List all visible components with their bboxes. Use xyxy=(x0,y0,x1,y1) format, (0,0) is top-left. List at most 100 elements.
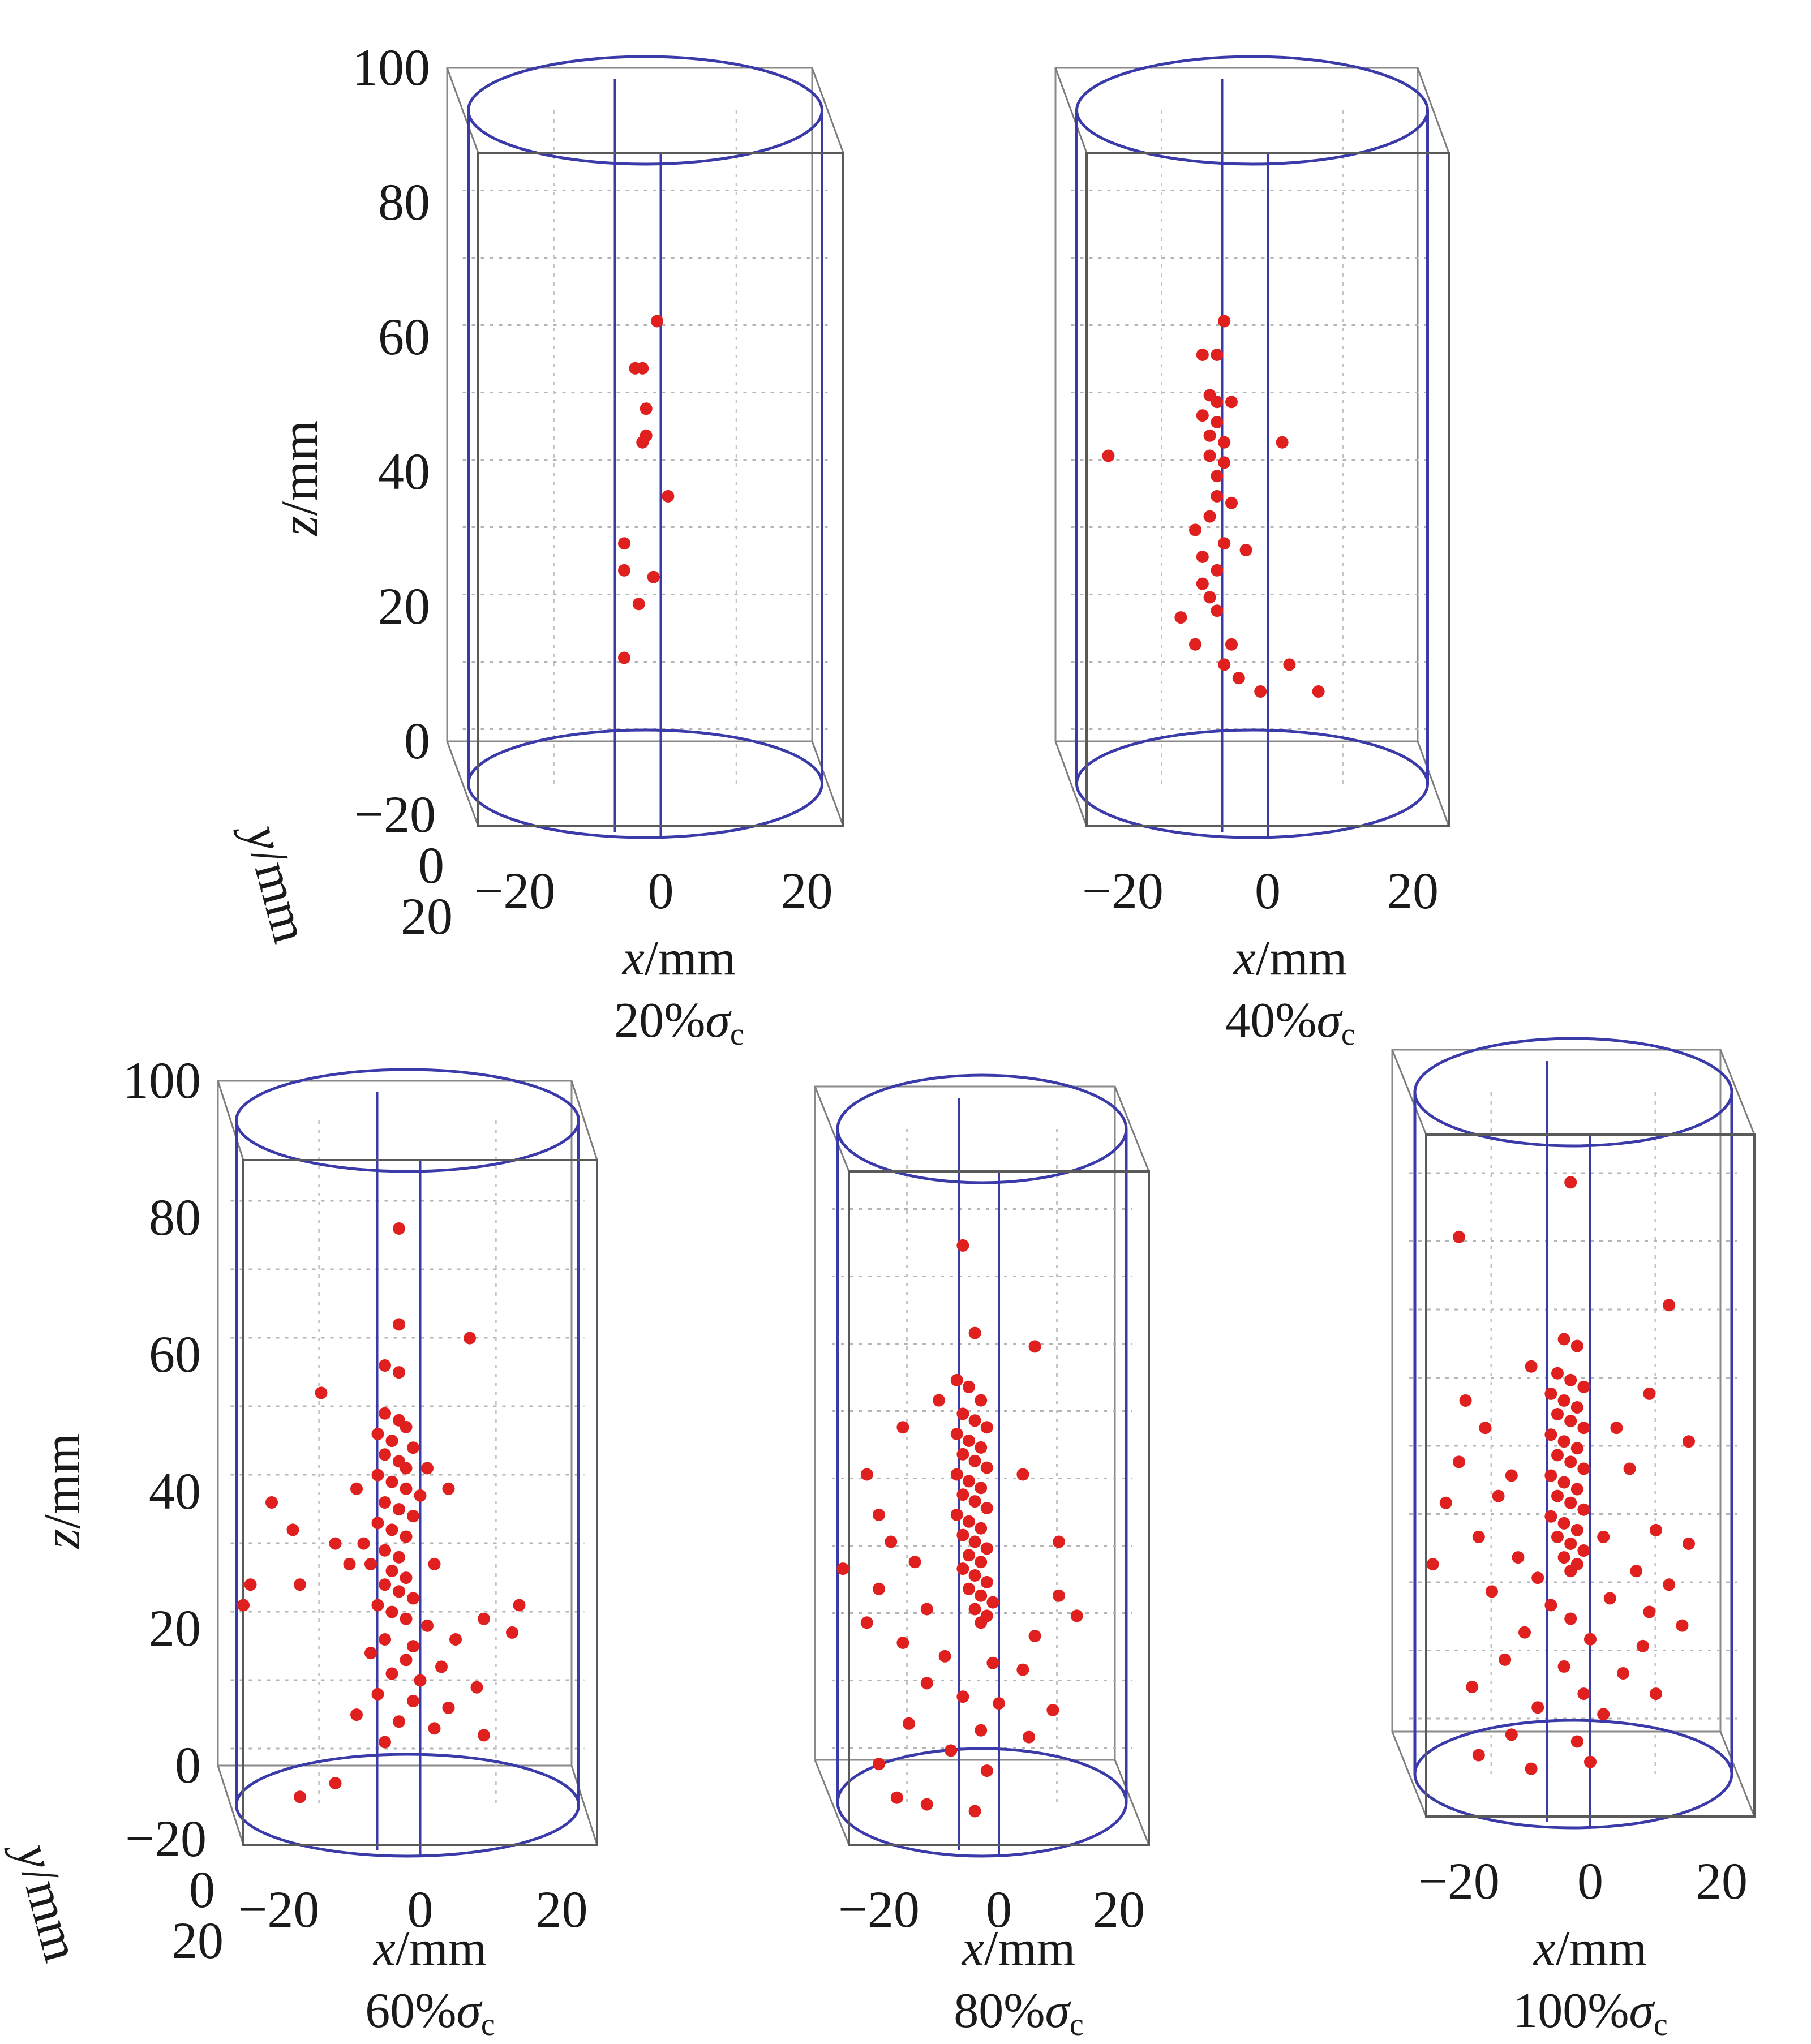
data-point xyxy=(350,1482,363,1495)
data-point xyxy=(975,1616,988,1629)
front-frame xyxy=(242,1159,598,1846)
data-point xyxy=(950,1373,963,1386)
data-point xyxy=(1564,1612,1577,1625)
data-point xyxy=(890,1791,903,1804)
data-point xyxy=(1570,1523,1583,1536)
data-point xyxy=(393,1715,405,1728)
data-point xyxy=(1643,1387,1656,1400)
data-point xyxy=(1551,1530,1564,1543)
data-point xyxy=(407,1510,419,1523)
data-point xyxy=(1023,1730,1035,1744)
data-point xyxy=(428,1722,441,1735)
data-point xyxy=(980,1421,993,1434)
x-tick-label: 20 xyxy=(1093,1880,1145,1938)
data-point xyxy=(513,1599,526,1612)
data-point xyxy=(986,1656,999,1669)
data-point xyxy=(237,1599,250,1612)
data-point xyxy=(371,1599,384,1612)
data-point xyxy=(1016,1468,1029,1481)
data-point xyxy=(414,1674,427,1687)
data-point xyxy=(1544,1599,1557,1612)
data-point xyxy=(1276,436,1289,449)
data-point xyxy=(1570,1401,1583,1414)
data-point xyxy=(963,1475,975,1488)
data-point xyxy=(629,362,642,375)
box-edge xyxy=(1391,1731,1427,1817)
data-point xyxy=(464,1332,476,1345)
data-point xyxy=(1453,1455,1465,1468)
data-point xyxy=(618,537,630,550)
data-point xyxy=(1544,1469,1557,1482)
data-point xyxy=(506,1626,518,1639)
x-tick-label: −20 xyxy=(838,1880,920,1938)
box-edge xyxy=(1719,1731,1756,1817)
data-point xyxy=(968,1454,981,1467)
data-point xyxy=(860,1616,873,1629)
cylinder-top xyxy=(836,1073,1128,1184)
box-edge xyxy=(217,1765,244,1845)
data-point xyxy=(873,1582,885,1595)
data-point xyxy=(963,1435,975,1447)
data-point xyxy=(371,1428,384,1440)
data-point xyxy=(1254,685,1267,698)
z-tick-label: 0 xyxy=(175,1736,201,1794)
box-edge xyxy=(1391,1049,1427,1135)
data-point xyxy=(1211,489,1224,503)
data-point xyxy=(1577,1687,1590,1701)
data-point xyxy=(1610,1422,1623,1435)
data-point xyxy=(980,1461,993,1474)
x-axis-label: x/mm xyxy=(1421,1924,1760,1974)
data-point xyxy=(400,1462,413,1475)
data-point xyxy=(1028,1340,1041,1353)
data-point xyxy=(1189,523,1201,536)
data-point xyxy=(993,1697,1005,1710)
data-point xyxy=(1196,577,1209,590)
data-point xyxy=(364,1557,377,1570)
box-edge xyxy=(1114,1086,1150,1172)
box-edge xyxy=(446,741,479,827)
data-point xyxy=(896,1421,909,1434)
x-axis-label: x/mm xyxy=(509,934,849,984)
x-axis-unit: /mm xyxy=(1555,1921,1647,1976)
data-point xyxy=(1472,1530,1485,1543)
box-edge xyxy=(446,67,479,153)
front-frame xyxy=(477,152,844,827)
data-point xyxy=(933,1394,945,1407)
data-point xyxy=(1053,1589,1065,1602)
data-point xyxy=(1225,496,1238,509)
data-point xyxy=(1577,1503,1590,1516)
data-point xyxy=(407,1640,419,1653)
data-point xyxy=(315,1386,328,1399)
data-point xyxy=(407,1694,419,1707)
panel-caption-1: x/mm 20%σc xyxy=(509,934,849,1051)
data-point xyxy=(975,1394,988,1407)
data-point xyxy=(1557,1551,1570,1564)
back-frame xyxy=(446,67,813,742)
cylinder-top xyxy=(467,55,823,166)
data-point xyxy=(640,402,653,415)
z-tick-label: 40 xyxy=(149,1462,201,1520)
data-point xyxy=(1211,604,1224,617)
panel-caption-4: x/mm 80%σc xyxy=(849,1924,1188,2041)
data-point xyxy=(1225,638,1238,651)
data-point xyxy=(350,1708,363,1721)
data-point xyxy=(1557,1435,1570,1448)
data-point xyxy=(385,1523,398,1536)
data-point xyxy=(636,436,649,449)
data-point xyxy=(1564,1415,1577,1428)
data-point xyxy=(400,1420,413,1433)
data-point xyxy=(1196,551,1209,563)
data-point xyxy=(371,1687,384,1701)
z-tick-label: 60 xyxy=(149,1325,201,1383)
data-point xyxy=(1439,1496,1452,1509)
x-axis-label: x/mm xyxy=(1121,934,1460,984)
box-edge xyxy=(570,1765,598,1845)
box-edge xyxy=(570,1080,598,1161)
data-point xyxy=(1102,449,1115,462)
data-point xyxy=(393,1503,405,1516)
data-point xyxy=(980,1502,993,1514)
data-point xyxy=(1203,591,1216,604)
data-point xyxy=(963,1515,975,1528)
data-point xyxy=(428,1557,441,1570)
data-point xyxy=(920,1677,933,1690)
